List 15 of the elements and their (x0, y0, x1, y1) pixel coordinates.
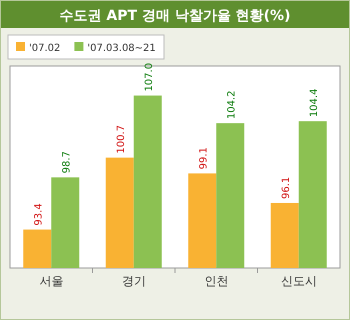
data-label: 93.4 (33, 203, 44, 226)
x-tick-label: 인천 (204, 274, 228, 288)
data-label: 96.1 (280, 176, 292, 199)
data-label: 107.0 (144, 62, 155, 92)
x-tick-label: 신도시 (280, 274, 317, 288)
data-label: 104.4 (308, 88, 320, 118)
chart-title: 수도권 APT 경매 낙찰가율 현황(%) (60, 8, 290, 24)
data-label: 100.7 (116, 125, 127, 154)
legend-label: '07.02 (29, 43, 60, 54)
x-tick-label: 경기 (122, 274, 146, 288)
data-label: 98.7 (61, 151, 72, 174)
data-label: 99.1 (198, 147, 210, 170)
legend-label: '07.03.08~21 (87, 43, 156, 54)
x-tick-label: 서울 (39, 274, 64, 288)
data-label: 104.2 (226, 90, 238, 120)
